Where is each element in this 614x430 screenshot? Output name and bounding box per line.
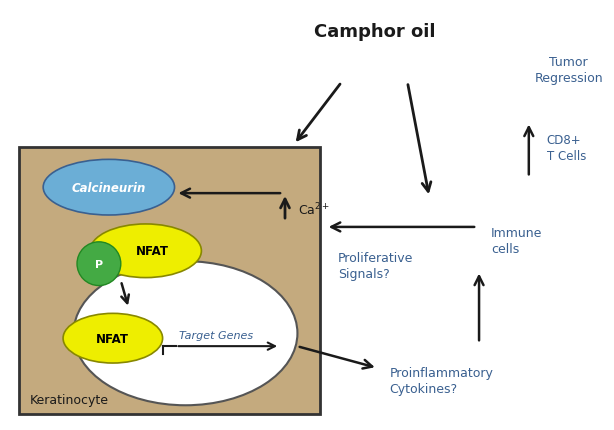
Text: Tumor
Regression: Tumor Regression bbox=[534, 56, 603, 85]
Ellipse shape bbox=[74, 261, 297, 405]
Text: P: P bbox=[95, 259, 103, 269]
Text: Calcineurin: Calcineurin bbox=[72, 181, 146, 194]
Ellipse shape bbox=[63, 313, 163, 363]
Circle shape bbox=[77, 242, 121, 286]
Text: Camphor oil: Camphor oil bbox=[314, 23, 435, 41]
FancyBboxPatch shape bbox=[19, 148, 320, 414]
Text: NFAT: NFAT bbox=[136, 245, 169, 258]
Text: Target Genes: Target Genes bbox=[179, 330, 252, 341]
Text: Proinflammatory
Cytokines?: Proinflammatory Cytokines? bbox=[389, 366, 494, 395]
Ellipse shape bbox=[90, 224, 201, 278]
Text: Immune
cells: Immune cells bbox=[491, 227, 542, 256]
Text: Ca$^{2+}$: Ca$^{2+}$ bbox=[298, 201, 330, 218]
Text: Proliferative
Signals?: Proliferative Signals? bbox=[338, 251, 413, 280]
Text: Keratinocyte: Keratinocyte bbox=[29, 393, 108, 406]
Text: NFAT: NFAT bbox=[96, 332, 130, 345]
Ellipse shape bbox=[43, 160, 174, 215]
Text: CD8+
T Cells: CD8+ T Cells bbox=[546, 134, 586, 163]
